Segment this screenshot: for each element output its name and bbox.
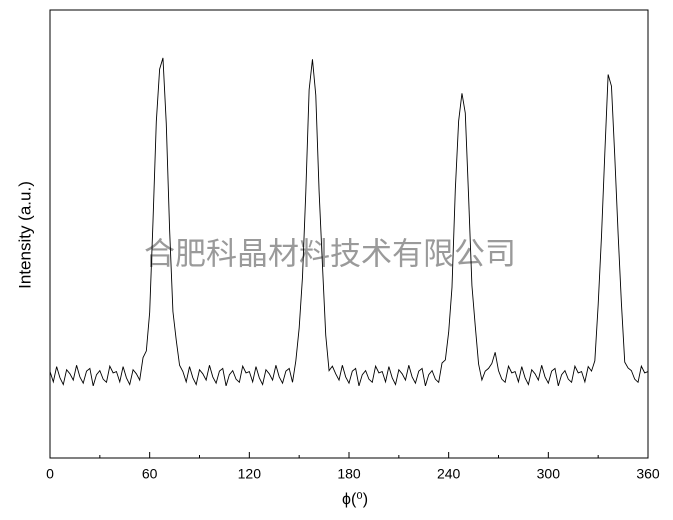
plot-frame: [49, 9, 649, 459]
x-tick-label: 300: [537, 466, 561, 482]
x-axis-label: ϕ(⁰): [342, 491, 368, 508]
x-tick-label: 120: [238, 466, 262, 482]
y-axis-label: Intensity (a.u.): [15, 181, 34, 289]
x-tick-label: 360: [636, 466, 660, 482]
watermark: 合肥科晶材料技术有限公司: [144, 237, 516, 273]
x-tick-label: 60: [142, 466, 158, 482]
x-tick-label: 240: [437, 466, 461, 482]
x-tick-label: 180: [337, 466, 361, 482]
x-tick-label: 0: [46, 466, 54, 482]
data-line: [49, 57, 649, 386]
